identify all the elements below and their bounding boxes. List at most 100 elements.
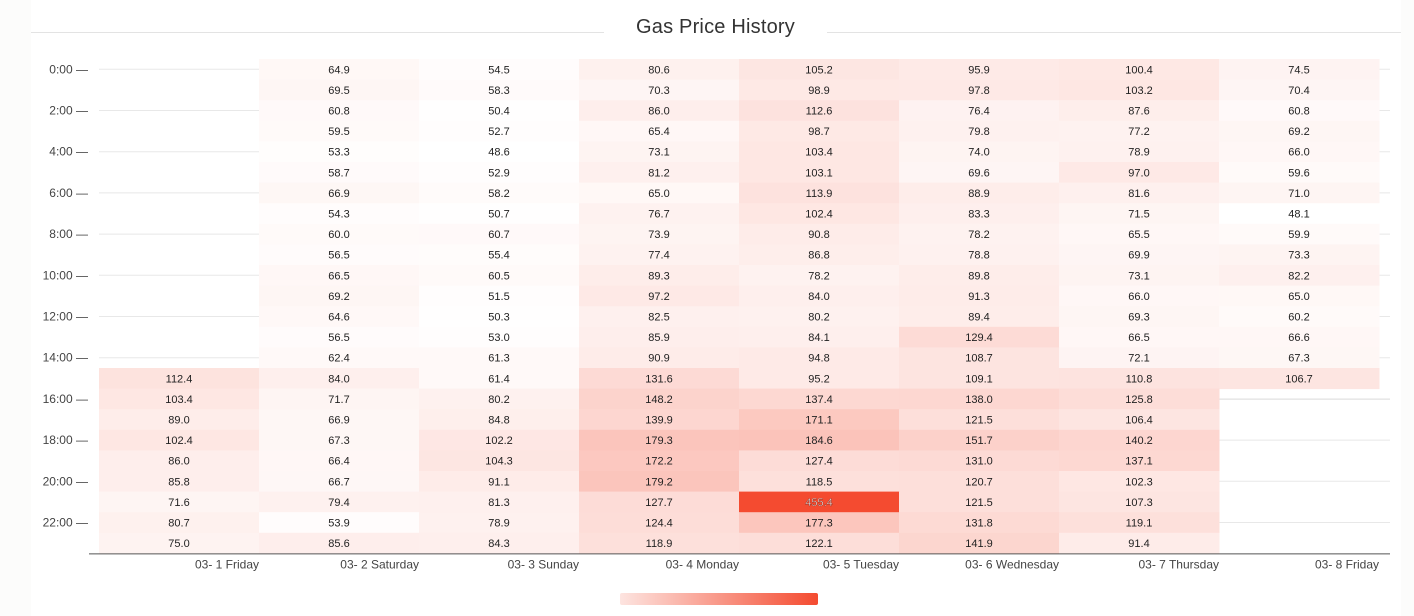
cell-value-label: 56.5 bbox=[328, 332, 349, 344]
cell-value-label: 70.3 bbox=[648, 85, 669, 97]
heatmap-cell bbox=[899, 409, 1060, 431]
heatmap-cell bbox=[899, 120, 1060, 142]
cell-value-label: 65.4 bbox=[648, 126, 669, 138]
cell-value-label: 69.5 bbox=[328, 85, 349, 97]
heatmap-cell bbox=[1059, 326, 1220, 348]
heatmap-cell bbox=[259, 223, 420, 245]
cell-value-label: 80.7 bbox=[168, 518, 189, 530]
heatmap-cell bbox=[899, 141, 1060, 163]
heatmap-cell bbox=[739, 182, 900, 204]
cell-value-label: 95.9 bbox=[968, 64, 989, 76]
cell-value-label: 100.4 bbox=[1125, 64, 1153, 76]
cell-value-label: 86.0 bbox=[648, 106, 669, 118]
cell-value-label: 78.2 bbox=[968, 229, 989, 241]
heatmap-cell bbox=[419, 388, 580, 410]
heatmap-cell bbox=[579, 450, 740, 472]
heatmap-cell bbox=[1219, 326, 1380, 348]
heatmap-cell bbox=[1059, 347, 1220, 369]
cell-value-label: 118.9 bbox=[646, 538, 673, 550]
cell-value-label: 62.4 bbox=[328, 353, 349, 365]
cell-value-label: 81.6 bbox=[1128, 188, 1149, 200]
heatmap-cell bbox=[99, 512, 260, 534]
cell-value-label: 89.3 bbox=[648, 270, 669, 282]
heatmap-cell bbox=[579, 285, 740, 307]
heatmap-cell bbox=[579, 244, 740, 266]
cell-value-label: 69.2 bbox=[1288, 126, 1309, 138]
heatmap-cell bbox=[1059, 388, 1220, 410]
cell-value-label: 79.4 bbox=[328, 497, 349, 509]
heatmap-cell bbox=[579, 162, 740, 184]
heatmap-cell bbox=[259, 59, 420, 81]
heatmap-cell bbox=[259, 450, 420, 472]
cell-value-label: 60.0 bbox=[328, 229, 349, 241]
cell-value-label: 97.0 bbox=[1128, 167, 1149, 179]
heatmap-cell bbox=[99, 471, 260, 493]
cell-value-label: 53.0 bbox=[488, 332, 509, 344]
cell-value-label: 71.6 bbox=[168, 497, 189, 509]
cell-value-label: 141.9 bbox=[965, 538, 993, 550]
heatmap-cell bbox=[579, 59, 740, 81]
heatmap-cell bbox=[739, 347, 900, 369]
cell-value-label: 60.8 bbox=[1288, 106, 1309, 118]
heatmap-cell bbox=[1219, 182, 1380, 204]
x-tick-label: 03- 5 Tuesday bbox=[823, 557, 899, 571]
heatmap-cell bbox=[739, 59, 900, 81]
heatmap-cell bbox=[419, 265, 580, 287]
cell-value-label: 179.3 bbox=[645, 435, 673, 447]
cell-value-label: 102.4 bbox=[165, 435, 193, 447]
heatmap-cell bbox=[419, 512, 580, 534]
cell-value-label: 109.1 bbox=[965, 373, 993, 385]
color-scale-gradient bbox=[620, 593, 818, 605]
heatmap-cell bbox=[259, 100, 420, 122]
cell-value-label: 102.4 bbox=[805, 209, 833, 221]
cell-value-label: 95.2 bbox=[808, 373, 829, 385]
heatmap-cell bbox=[1219, 120, 1380, 142]
y-tick-label: 14:00 — bbox=[43, 351, 88, 365]
cell-value-label: 59.5 bbox=[328, 126, 349, 138]
heatmap-cell bbox=[579, 141, 740, 163]
x-tick-label: 03- 1 Friday bbox=[195, 557, 259, 571]
y-tick-label: 20:00 — bbox=[43, 474, 88, 488]
heatmap-cell bbox=[899, 306, 1060, 328]
cell-value-label: 127.7 bbox=[645, 497, 673, 509]
heatmap-cell bbox=[1219, 244, 1380, 266]
cell-value-label: 91.1 bbox=[488, 476, 509, 488]
cell-value-label: 73.3 bbox=[1288, 250, 1309, 262]
heatmap-cell bbox=[1059, 265, 1220, 287]
heatmap-cell bbox=[259, 326, 420, 348]
heatmap-cell bbox=[1219, 368, 1380, 390]
heatmap-cell bbox=[739, 141, 900, 163]
cell-value-label: 60.2 bbox=[1288, 312, 1309, 324]
cell-value-label: 56.5 bbox=[328, 250, 349, 262]
y-tick-label: 6:00 — bbox=[49, 186, 88, 200]
cell-value-label: 127.4 bbox=[805, 456, 833, 468]
cell-value-label: 125.8 bbox=[1125, 394, 1153, 406]
heatmap-cell bbox=[739, 368, 900, 390]
cell-value-label: 110.8 bbox=[1126, 373, 1153, 385]
cell-value-label: 74.0 bbox=[968, 147, 989, 159]
x-tick-label: 03- 4 Monday bbox=[666, 557, 739, 571]
cell-value-label: 58.7 bbox=[328, 167, 349, 179]
cell-value-label: 103.2 bbox=[1125, 85, 1153, 97]
cell-value-label: 55.4 bbox=[488, 250, 509, 262]
heatmap-cell bbox=[259, 162, 420, 184]
heatmap-cell bbox=[419, 79, 580, 101]
cell-value-label: 78.9 bbox=[488, 518, 509, 530]
heatmap-cell bbox=[899, 368, 1060, 390]
heatmap-cell bbox=[1059, 471, 1220, 493]
heatmap-cell bbox=[99, 491, 260, 513]
cell-value-label: 64.6 bbox=[328, 312, 349, 324]
cell-value-label: 69.9 bbox=[1128, 250, 1149, 262]
heatmap-cell bbox=[739, 79, 900, 101]
heatmap-cell bbox=[1059, 162, 1220, 184]
heatmap-cell bbox=[259, 120, 420, 142]
cell-value-label: 83.3 bbox=[968, 209, 989, 221]
heatmap-cell bbox=[1219, 203, 1380, 225]
cell-value-label: 48.1 bbox=[1288, 209, 1309, 221]
cell-value-label: 102.2 bbox=[485, 435, 513, 447]
cell-value-label: 121.5 bbox=[965, 497, 993, 509]
cell-value-label: 106.4 bbox=[1125, 415, 1153, 427]
cell-value-label: 97.8 bbox=[968, 85, 989, 97]
heatmap-cell bbox=[1059, 223, 1220, 245]
